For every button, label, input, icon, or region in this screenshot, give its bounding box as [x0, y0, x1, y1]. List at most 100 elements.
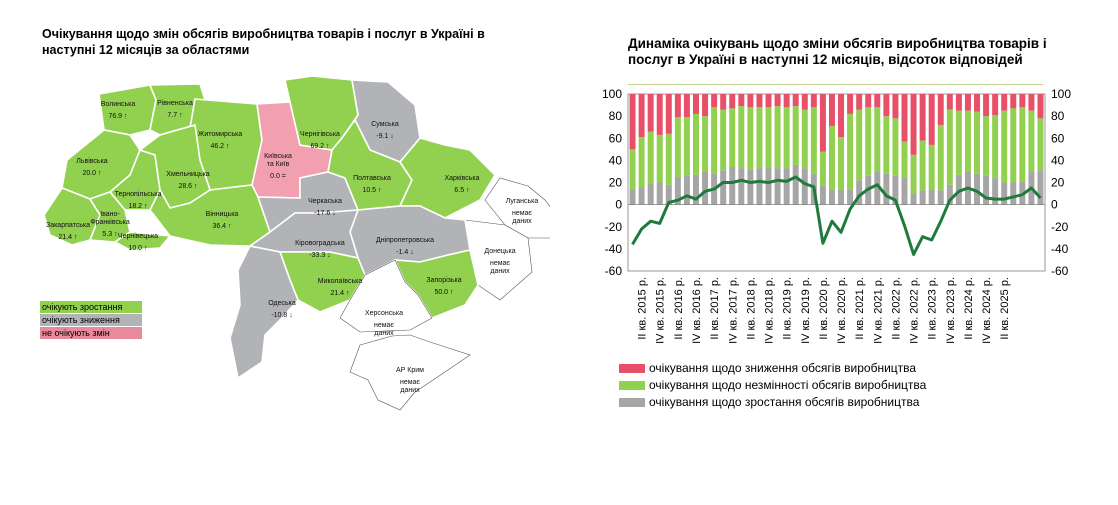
legend-swatch-decline: [619, 364, 645, 373]
bar-nochange: [1019, 107, 1026, 182]
bar-growth: [756, 168, 763, 205]
x-tick-label: II кв. 2018 р.: [745, 277, 757, 340]
region-value: 6.5 ↑: [454, 187, 469, 194]
region-label: Чернігівська: [300, 130, 340, 138]
bar-growth: [801, 168, 808, 205]
bar-growth: [919, 190, 926, 205]
bar-growth: [774, 168, 781, 205]
bar-nochange: [928, 144, 935, 190]
map-legend-growth: очікують зростання: [40, 301, 142, 313]
bar-growth: [928, 189, 935, 205]
y-tick-left: -20: [605, 220, 623, 234]
x-tick-label: II кв. 2022 р.: [890, 277, 902, 340]
x-tick-label: IV кв. 2020 р.: [836, 277, 848, 344]
region-shape: [98, 84, 157, 136]
bar-nochange: [919, 140, 926, 191]
region-value: 10.0 ↑: [128, 245, 147, 252]
y-tick-left: 0: [615, 198, 622, 212]
region-value: немає даних: [374, 322, 394, 337]
bar-growth: [992, 178, 999, 205]
bar-decline: [919, 94, 926, 141]
region-value: -33.3 ↓: [309, 252, 330, 259]
region-shape: [349, 334, 471, 411]
bar-nochange: [874, 107, 881, 172]
bar-growth: [665, 184, 672, 205]
bar-decline: [1028, 94, 1035, 111]
x-tick-label: IV кв. 2016 р.: [691, 277, 703, 344]
region-label: Вінницька: [206, 210, 239, 218]
x-tick-label: II кв. 2016 р.: [673, 277, 685, 340]
x-tick-label: II кв. 2020 р.: [818, 277, 830, 340]
bar-decline: [720, 94, 727, 110]
bar-nochange: [711, 107, 718, 174]
bar-growth: [720, 170, 727, 205]
bar-decline: [946, 94, 953, 110]
bar-nochange: [946, 109, 953, 185]
region-value: 10.5 ↑: [362, 187, 381, 194]
bar-growth: [955, 174, 962, 205]
bar-nochange: [702, 116, 709, 172]
region-value: -9.1 ↓: [376, 133, 394, 140]
bar-nochange: [638, 137, 645, 189]
bar-growth: [629, 189, 636, 205]
y-tick-left: 60: [609, 131, 623, 145]
bar-decline: [711, 94, 718, 108]
bar-nochange: [983, 116, 990, 176]
region-label: Луганська: [506, 198, 539, 205]
region-label: Житомирська: [198, 131, 242, 138]
bar-nochange: [765, 107, 772, 168]
bars: [629, 94, 1044, 205]
bar-nochange: [856, 109, 863, 181]
bar-growth: [647, 183, 654, 205]
bar-decline: [774, 94, 781, 107]
map-labels: Волинська 76.9 ↑ Рівненська 7.7 ↑ Львівська 2…: [46, 99, 538, 394]
bar-nochange: [774, 106, 781, 169]
y-tick-left: -40: [605, 242, 623, 256]
y-tick-left: -60: [605, 264, 623, 278]
region-label: Рівненська: [157, 99, 193, 107]
region-value: -17.6 ↓: [314, 210, 335, 217]
region-shape: [398, 137, 497, 219]
bar-nochange: [1010, 108, 1017, 183]
region-label: Хмельницька: [166, 171, 210, 178]
bar-decline: [955, 94, 962, 111]
bar-nochange: [992, 115, 999, 179]
y-tick-left: 40: [609, 153, 623, 167]
bar-growth: [1010, 182, 1017, 205]
region-label: Львівська: [76, 157, 108, 165]
bar-nochange: [910, 154, 917, 194]
bar-decline: [874, 94, 881, 108]
bar-nochange: [656, 134, 663, 183]
bar-decline: [865, 94, 872, 108]
bar-growth: [983, 175, 990, 205]
bar-nochange: [792, 106, 799, 165]
bar-decline: [1010, 94, 1017, 109]
bar-decline: [838, 94, 845, 138]
bar-growth: [883, 173, 890, 205]
bar-growth: [638, 188, 645, 205]
bar-nochange: [783, 107, 790, 169]
bar-growth: [747, 169, 754, 205]
map-title: Очікування щодо змін обсягів виробництва…: [42, 27, 485, 57]
bar-growth: [792, 164, 799, 205]
bar-growth: [874, 171, 881, 205]
bar-decline: [683, 94, 690, 118]
expectations-chart: 100 100 80 80 60 60 40 40 20 20 0 0 -20 -20 -40 -40 -60 -…: [602, 87, 1071, 344]
map-legend: очікують зростання очікують зниження не …: [40, 301, 142, 340]
bar-decline: [1019, 94, 1026, 108]
x-tick-label: II кв. 2021 р.: [854, 277, 866, 340]
bar-decline: [702, 94, 709, 117]
region-label: Київська та Київ: [264, 153, 292, 168]
region-label: Сумська: [371, 121, 399, 128]
bar-nochange: [955, 110, 962, 175]
balance-line: [631, 175, 1042, 256]
region-label: Миколаївська: [318, 278, 363, 285]
region-label: Івано-Франківська: [90, 211, 130, 226]
region-label: Одеська: [268, 300, 296, 307]
bar-decline: [638, 94, 645, 138]
bar-decline: [792, 94, 799, 107]
bar-growth: [674, 176, 681, 205]
region-label: Закарпатська: [46, 222, 90, 229]
bar-nochange: [810, 107, 817, 174]
y-tick-right: -60: [1051, 264, 1069, 278]
